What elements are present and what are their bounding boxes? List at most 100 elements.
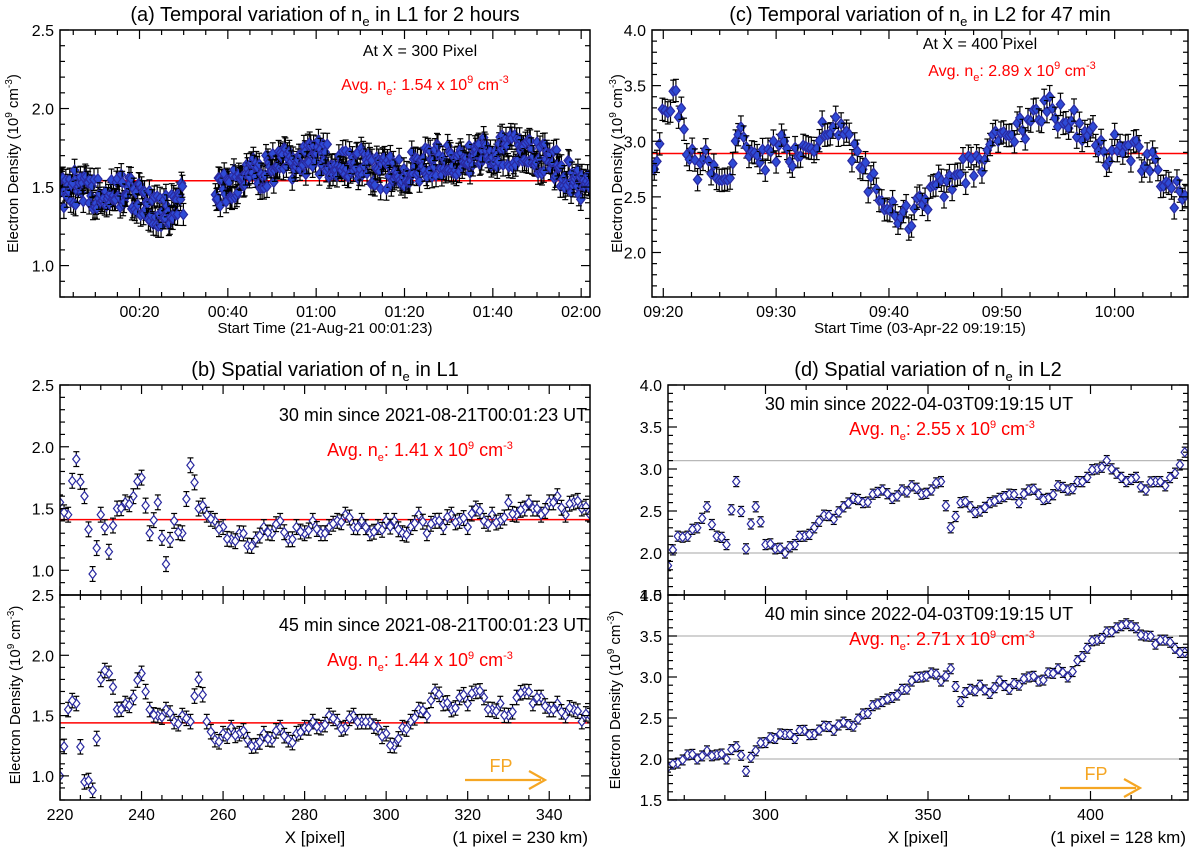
data-point <box>1068 483 1077 495</box>
data-point <box>495 698 505 709</box>
data-point <box>226 722 236 734</box>
data-points <box>668 618 1188 777</box>
data-point <box>565 498 574 510</box>
data-point <box>676 102 687 115</box>
data-point <box>990 495 999 507</box>
data-point <box>471 503 481 514</box>
panel-d1: (d) Spatial variation of ne in L2 1.5 2.0 2… <box>640 359 1189 605</box>
data-point <box>775 542 785 554</box>
data-point <box>247 540 256 552</box>
data-point <box>214 736 224 748</box>
data-point <box>722 753 731 765</box>
data-point <box>296 526 305 538</box>
data-point <box>137 667 146 679</box>
x-tick-label: 260 <box>210 807 237 824</box>
x-tick-label: 09:20 <box>643 304 683 321</box>
data-point <box>1020 132 1031 146</box>
data-point <box>1131 471 1141 483</box>
data-point <box>320 719 330 731</box>
data-point <box>230 535 240 547</box>
data-point <box>414 175 425 188</box>
data-point <box>1014 111 1025 125</box>
data-point <box>173 718 183 730</box>
y-tick-label: 2.5 <box>32 588 54 605</box>
axes-frame <box>59 29 591 298</box>
data-point <box>239 725 248 737</box>
panel-annotation: 30 min since 2021-08-21T00:01:23 UT <box>279 405 587 425</box>
data-point <box>771 155 782 169</box>
data-point <box>922 487 931 499</box>
data-point <box>1125 154 1136 168</box>
data-point <box>766 538 775 550</box>
data-point <box>288 533 297 545</box>
data-point <box>353 521 362 533</box>
data-point <box>353 716 362 728</box>
data-point <box>345 712 354 724</box>
data-point <box>1055 98 1066 111</box>
data-point <box>863 496 873 508</box>
data-point <box>124 699 134 711</box>
data-points <box>652 78 1188 241</box>
data-point <box>1170 467 1180 479</box>
data-point <box>173 526 183 538</box>
data-point <box>190 690 199 702</box>
x-tick-label: 320 <box>454 807 481 824</box>
data-point <box>377 730 387 742</box>
data-point <box>956 696 965 708</box>
x-tick-label: 10:00 <box>1095 304 1135 321</box>
data-point <box>76 476 85 488</box>
data-point <box>912 482 921 494</box>
data-point <box>551 144 562 157</box>
data-point <box>116 703 126 715</box>
data-point <box>345 512 354 523</box>
data-point <box>271 725 281 737</box>
data-point <box>467 687 477 699</box>
data-point <box>920 193 931 206</box>
data-point <box>414 509 424 521</box>
data-point <box>847 154 857 167</box>
data-point <box>116 502 126 514</box>
data-point <box>970 507 980 518</box>
x-tick-label: 01:20 <box>384 304 424 321</box>
data-point <box>268 175 279 189</box>
data-point <box>71 453 81 465</box>
average-density-label: Avg. ne: 1.54 x 109 cm-3 <box>341 74 509 98</box>
data-point <box>394 523 403 535</box>
data-point <box>442 697 452 709</box>
data-point <box>141 686 150 698</box>
panel-a: (a) Temporal variation of ne in L1 for 2… <box>4 4 601 337</box>
data-point <box>222 730 232 742</box>
data-point <box>92 172 103 186</box>
data-point <box>84 523 93 535</box>
data-point <box>124 498 134 510</box>
data-point <box>787 160 798 173</box>
data-point <box>80 490 89 502</box>
data-point <box>491 705 501 717</box>
panel-annotation: 45 min since 2021-08-21T00:01:23 UT <box>279 615 587 635</box>
data-point <box>434 515 444 527</box>
data-point <box>1009 489 1019 501</box>
data-point <box>108 681 118 693</box>
data-point <box>279 526 289 538</box>
data-point <box>500 709 509 721</box>
data-point <box>731 476 741 488</box>
data-point <box>1117 471 1126 483</box>
data-point <box>931 477 941 489</box>
data-point <box>255 736 265 748</box>
data-point <box>491 517 501 528</box>
data-point <box>198 500 208 512</box>
data-point <box>532 503 542 515</box>
data-point <box>697 512 707 524</box>
data-point <box>402 723 411 735</box>
data-point <box>434 688 444 700</box>
data-point <box>133 674 142 686</box>
data-point <box>1074 117 1085 130</box>
data-point <box>741 765 751 777</box>
data-point <box>475 685 485 697</box>
x-tick-label: 09:30 <box>756 304 796 321</box>
y-tick-label: 2.5 <box>32 23 54 40</box>
data-point <box>735 120 746 134</box>
data-point <box>157 532 167 544</box>
data-point <box>1048 489 1058 501</box>
x-tick-label: 280 <box>291 807 318 824</box>
